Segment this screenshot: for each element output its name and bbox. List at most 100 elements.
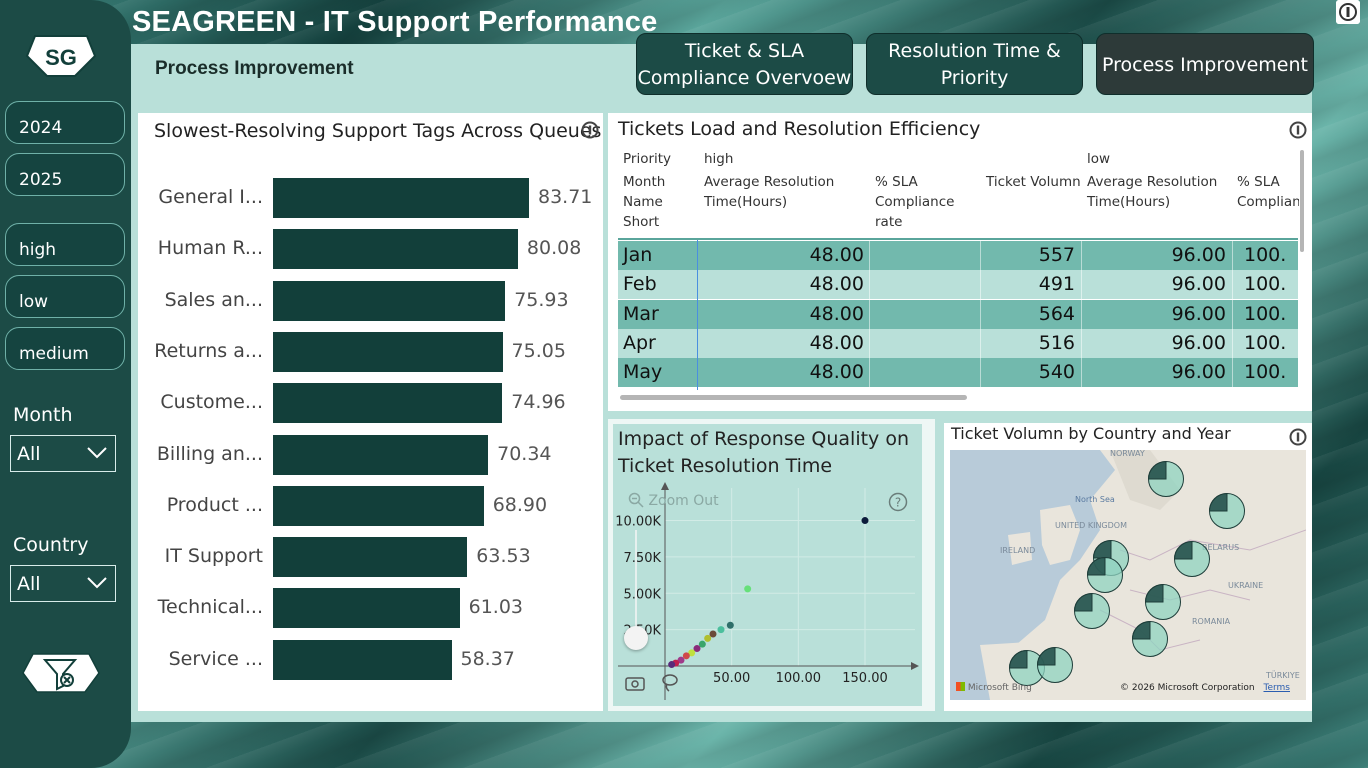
scatter-point[interactable] (704, 634, 712, 642)
scatter-point[interactable] (698, 640, 706, 648)
tab-process-improvement[interactable]: Process Improvement (1096, 33, 1314, 95)
header-line: rate (875, 214, 903, 230)
bar-chart-title: Slowest-Resolving Support Tags Across Qu… (154, 120, 602, 142)
y-tick-label: 7.50K (624, 551, 662, 566)
ticket-volume-cell: 557 (1038, 244, 1075, 266)
bar[interactable] (273, 434, 489, 475)
zoom-out-button[interactable]: Zoom Out (628, 492, 719, 509)
country-pie-chart[interactable] (1147, 460, 1185, 498)
country-pie-chart[interactable] (1144, 583, 1182, 621)
map-label: TÜRKIYE (1265, 670, 1300, 680)
header-line: Complian (1237, 194, 1299, 210)
bar[interactable] (273, 280, 506, 321)
chevron-down-icon (87, 577, 107, 589)
ticket-volume-cell: 491 (1038, 273, 1075, 296)
bing-label: Microsoft Bing (967, 683, 1032, 693)
bar[interactable] (273, 331, 503, 372)
cell-separator (1081, 299, 1082, 329)
scatter-point[interactable] (744, 585, 752, 593)
bar[interactable] (273, 639, 452, 680)
info-icon[interactable] (1289, 428, 1307, 446)
bar-category-label: Human R... (157, 237, 263, 260)
country-pie-chart[interactable] (1036, 646, 1074, 684)
tab-label: Process Improvement (1102, 54, 1308, 76)
bar[interactable] (273, 588, 460, 629)
bar-category-label: Product ... (166, 493, 263, 516)
scatter-point[interactable] (693, 645, 701, 653)
avg-resolution-low-cell: 96.00 (1171, 273, 1226, 296)
vertical-scrollbar[interactable] (1300, 150, 1304, 252)
bar-value-label: 75.93 (514, 288, 569, 311)
zoom-out-icon (628, 492, 644, 508)
country-pie-chart[interactable] (1073, 592, 1111, 630)
map-label: North Sea (1075, 495, 1115, 504)
bar-value-label: 58.37 (460, 647, 515, 670)
table-row[interactable]: May 48.00 540 96.00 100. (618, 358, 1298, 388)
tab-resolution-time[interactable]: Resolution Time & Priority (866, 33, 1083, 95)
scatter-point[interactable] (726, 621, 734, 629)
year-2025-button[interactable]: 2025 (5, 153, 125, 196)
country-label: Country (13, 534, 89, 556)
tab-ticket-sla[interactable]: Ticket & SLA Compliance Overvoew (636, 33, 853, 95)
clear-filter-icon[interactable] (21, 652, 101, 694)
bar-category-label: Billing an... (156, 442, 263, 465)
scatter-point[interactable] (668, 661, 676, 669)
zoom-slider-track[interactable] (635, 530, 637, 638)
bar[interactable] (273, 537, 468, 578)
bar-value-label: 61.03 (468, 596, 524, 619)
y-tick-label: 5.00K (624, 587, 662, 602)
bar-value-label: 70.34 (497, 442, 552, 465)
tab-label: Priority (940, 67, 1009, 89)
country-dropdown[interactable]: All (10, 565, 116, 602)
info-icon[interactable] (1336, 0, 1360, 24)
header-line: Time(Hours) (1087, 194, 1171, 210)
month-dropdown[interactable]: All (10, 435, 116, 472)
table-row[interactable]: Mar 48.00 564 96.00 100. (618, 299, 1298, 329)
scatter-point[interactable] (688, 649, 696, 657)
table-row[interactable]: Feb 48.00 491 96.00 100. (618, 270, 1298, 300)
info-icon[interactable] (1289, 121, 1307, 139)
terms-link[interactable]: Terms (1263, 683, 1290, 693)
priority-medium-button[interactable]: medium (5, 327, 125, 370)
priority-high-header: high (704, 151, 734, 167)
bar[interactable] (273, 485, 484, 526)
camera-icon[interactable] (625, 675, 645, 691)
avg-resolution-high-cell: 48.00 (809, 244, 864, 266)
bar[interactable] (273, 229, 518, 270)
logo-text: SG (45, 45, 77, 70)
help-icon[interactable]: ? (888, 492, 908, 512)
scatter-point[interactable] (677, 656, 685, 664)
y-axis-arrow (661, 482, 669, 490)
map-canvas[interactable]: NORWAY North Sea UNITED KINGDOM IRELAND … (950, 450, 1306, 700)
country-pie-chart[interactable] (1086, 556, 1124, 594)
cell-separator (1232, 241, 1233, 270)
scatter-point[interactable] (861, 517, 869, 525)
scatter-point[interactable] (717, 626, 725, 634)
scatter-point[interactable] (709, 630, 717, 638)
sla-low-cell: 100. (1244, 361, 1287, 384)
microsoft-logo-icon (956, 682, 965, 691)
country-pie-chart[interactable] (1008, 649, 1046, 687)
bar[interactable] (273, 383, 503, 424)
map-label: BELARUS (1202, 543, 1239, 552)
country-pie-chart[interactable] (1131, 620, 1169, 658)
bar[interactable] (273, 178, 529, 218)
table-row[interactable]: Jan 48.00 557 96.00 100. (618, 241, 1298, 270)
zoom-slider-handle[interactable] (624, 626, 648, 650)
year-2024-button[interactable]: 2024 (5, 101, 125, 144)
lasso-icon[interactable] (661, 673, 679, 693)
info-icon[interactable] (581, 121, 599, 139)
priority-high-button[interactable]: high (5, 223, 125, 266)
avg-resolution-low-header: Average Resolution Time(Hours) (1087, 172, 1217, 212)
map-label: IRELAND (1000, 546, 1035, 555)
sla-low-cell: 100. (1244, 273, 1287, 296)
horizontal-scrollbar[interactable] (620, 395, 967, 400)
country-pie-chart[interactable] (1208, 492, 1246, 530)
priority-low-button[interactable]: low (5, 275, 125, 318)
svg-text:?: ? (895, 496, 901, 510)
ticket-volume-cell: 540 (1038, 361, 1075, 384)
ireland-shape (1008, 532, 1032, 565)
table-row[interactable]: Apr 48.00 516 96.00 100. (618, 328, 1298, 358)
scatter-point[interactable] (682, 652, 690, 660)
country-pie-chart[interactable] (1173, 540, 1211, 578)
